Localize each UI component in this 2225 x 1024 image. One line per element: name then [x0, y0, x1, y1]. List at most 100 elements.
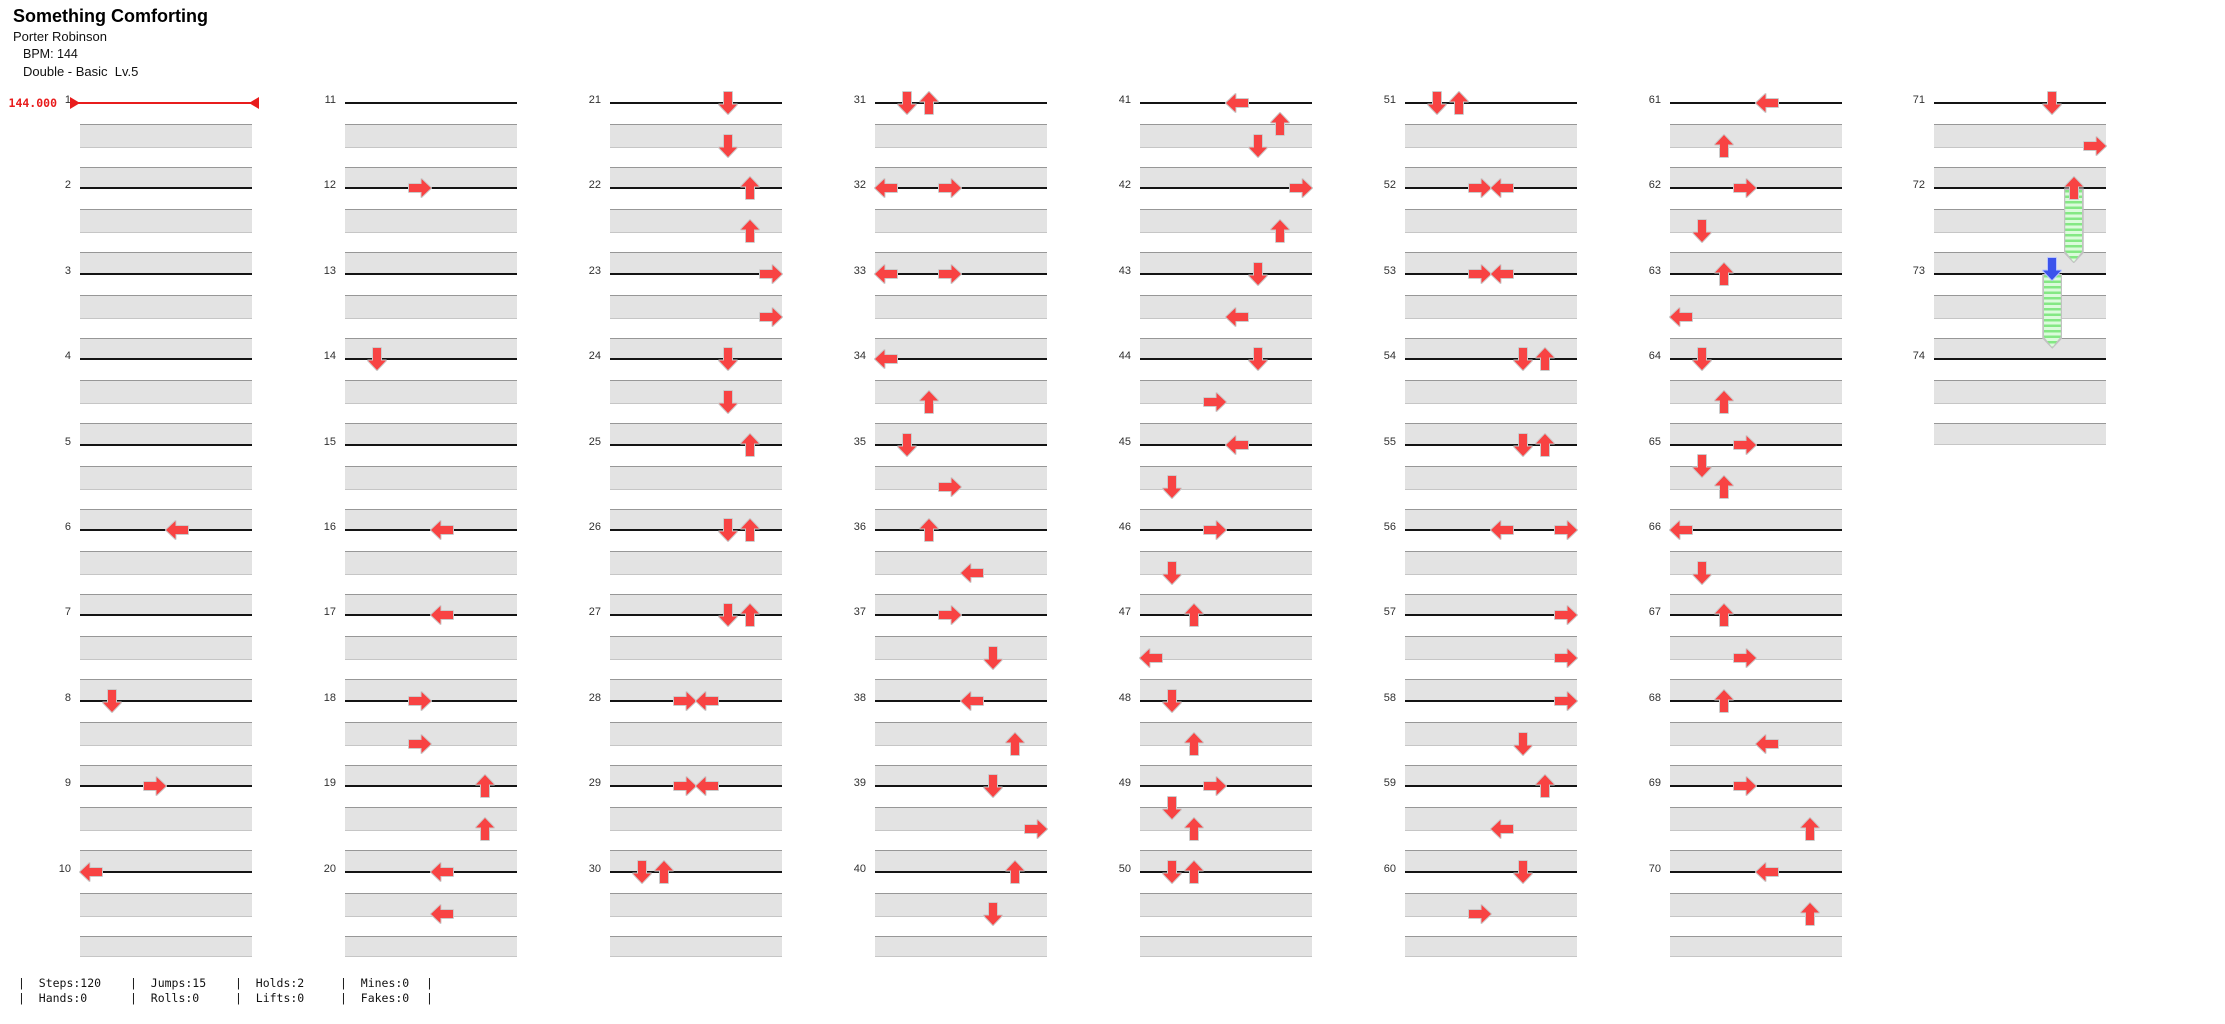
up-arrow-note	[739, 219, 760, 244]
left-arrow-note	[1224, 93, 1249, 113]
left-arrow-note	[1224, 306, 1249, 327]
measure-line	[610, 443, 782, 446]
song-difficulty: Double - Basic Lv.5	[23, 64, 139, 79]
measure-number: 7	[64, 606, 71, 619]
measure-number: 25	[588, 435, 601, 448]
beat-band	[875, 892, 1047, 917]
beat-band	[345, 465, 517, 490]
down-arrow-note	[897, 432, 918, 457]
beat-band	[610, 636, 782, 661]
measure-line	[1934, 272, 2106, 275]
left-arrow-note	[1668, 520, 1693, 540]
beat-band	[875, 465, 1047, 490]
up-arrow-note	[1713, 475, 1734, 500]
measure-line	[875, 870, 1047, 873]
measure-number: 8	[64, 691, 71, 704]
measure-number: 55	[1383, 435, 1396, 448]
beat-band	[1405, 721, 1577, 746]
measure-number: 9	[64, 777, 71, 790]
down-arrow-note	[718, 347, 739, 372]
left-arrow-note	[78, 861, 103, 882]
measure-line	[80, 272, 252, 275]
up-arrow-note	[474, 816, 495, 841]
beat-band	[80, 892, 252, 917]
beat-band	[610, 337, 782, 360]
down-arrow-note	[983, 774, 1004, 799]
beat-band	[610, 807, 782, 832]
beat-band	[80, 209, 252, 234]
beat-band	[1405, 551, 1577, 575]
beat-band	[345, 636, 517, 661]
up-arrow-note	[1004, 859, 1025, 884]
beat-band	[1934, 294, 2106, 319]
beat-band	[1934, 337, 2106, 360]
beat-band	[875, 935, 1047, 957]
right-arrow-note	[938, 605, 963, 626]
down-arrow-note	[1248, 133, 1269, 158]
hold-note-body	[2042, 273, 2063, 349]
measure-number: 28	[588, 691, 601, 704]
bpm-marker-label: 144.000	[8, 96, 57, 110]
down-arrow-note	[718, 133, 739, 158]
measure-number: 34	[853, 350, 866, 363]
measure-number: 41	[1118, 94, 1131, 106]
beat-band	[1405, 807, 1577, 832]
measure-number: 70	[1648, 862, 1661, 875]
measure-number: 27	[588, 606, 601, 619]
song-bpm: BPM: 144	[23, 47, 78, 61]
measure-number: 73	[1912, 264, 1925, 277]
measure-number: 4	[64, 350, 71, 363]
left-arrow-note	[429, 520, 454, 540]
measure-line	[345, 358, 517, 361]
measure-line	[345, 272, 517, 275]
measure-number: 59	[1383, 777, 1396, 790]
up-arrow-note	[1713, 688, 1734, 713]
song-artist: Porter Robinson	[13, 29, 107, 44]
right-arrow-note	[1733, 434, 1758, 455]
measure-number: 40	[853, 862, 866, 875]
right-arrow-note	[1554, 605, 1579, 626]
down-arrow-note	[1513, 859, 1534, 884]
beat-band	[875, 337, 1047, 360]
beat-band	[1405, 465, 1577, 490]
beat-band	[80, 252, 252, 274]
beat-band	[1670, 721, 1842, 746]
measure-number: 3	[64, 264, 71, 277]
right-arrow-note	[759, 306, 784, 327]
beat-band	[80, 935, 252, 957]
beat-band	[1140, 935, 1312, 957]
measure-number: 42	[1118, 179, 1131, 192]
down-arrow-note	[1513, 347, 1534, 372]
beat-band	[1140, 721, 1312, 746]
measure-line	[875, 529, 1047, 531]
measure-line	[345, 443, 517, 446]
right-arrow-note	[1468, 263, 1493, 284]
beat-band	[610, 294, 782, 319]
left-arrow-note	[1489, 818, 1514, 839]
down-arrow-note	[367, 347, 388, 372]
measure-number: 11	[324, 94, 336, 106]
beat-band	[875, 764, 1047, 787]
beat-band	[610, 124, 782, 148]
measure-line	[80, 870, 252, 873]
measure-number: 52	[1383, 179, 1396, 192]
down-arrow-note	[1692, 347, 1713, 372]
measure-line	[875, 102, 1047, 104]
measure-line	[345, 102, 517, 104]
beat-band	[1670, 935, 1842, 957]
measure-line	[1140, 187, 1312, 190]
measure-number: 48	[1118, 691, 1131, 704]
measure-number: 58	[1383, 691, 1396, 704]
beat-band	[1140, 380, 1312, 405]
up-arrow-note	[1713, 133, 1734, 158]
stat-group-steps: | Steps:120 | Hands:0	[18, 976, 102, 1005]
measure-line	[1405, 358, 1577, 361]
beat-band	[345, 124, 517, 148]
measure-number: 31	[853, 94, 866, 106]
measure-number: 30	[588, 862, 601, 875]
measure-line	[875, 358, 1047, 361]
measure-line	[1405, 699, 1577, 702]
beat-band	[1670, 465, 1842, 490]
right-arrow-note	[1554, 648, 1579, 669]
right-arrow-note	[1554, 690, 1579, 711]
